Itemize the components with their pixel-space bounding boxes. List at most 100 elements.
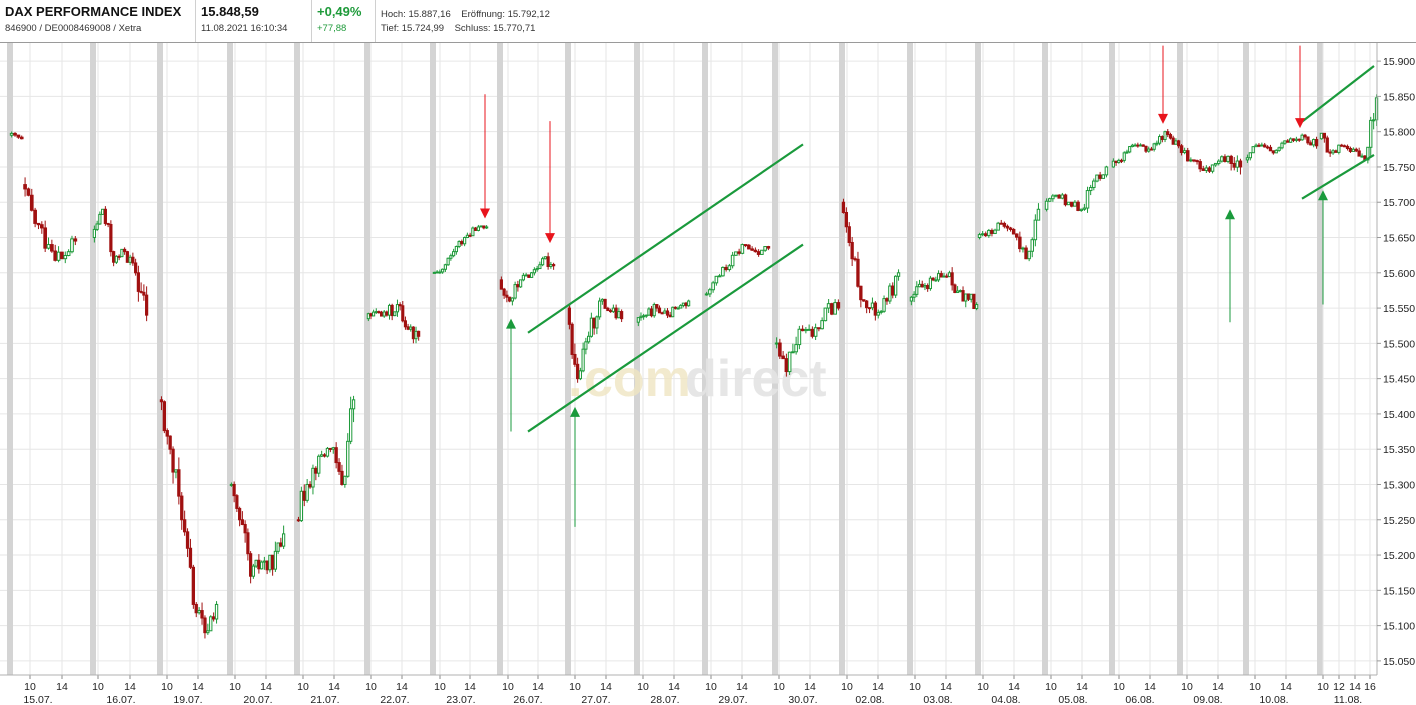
candle-body xyxy=(1082,207,1087,210)
session-band xyxy=(364,43,370,675)
close-label: Schluss: xyxy=(454,23,491,34)
session-band xyxy=(227,43,233,675)
candle-body xyxy=(1177,140,1181,147)
candle-body xyxy=(521,274,525,281)
candle-body xyxy=(756,251,761,255)
candle-body xyxy=(134,262,138,274)
candle-body xyxy=(1057,194,1061,199)
candle-body xyxy=(524,274,528,277)
candle-body xyxy=(1005,225,1010,229)
candle-body xyxy=(885,298,889,302)
candle-body xyxy=(1306,136,1310,144)
channel-mid-lower xyxy=(527,243,804,433)
candle-body xyxy=(112,251,116,263)
change-percent: +0,49% xyxy=(317,4,362,19)
y-tick-label: 15.300 xyxy=(1383,479,1415,491)
candle-body xyxy=(657,307,662,314)
candle-body xyxy=(70,238,74,253)
candle-body xyxy=(966,293,971,300)
candle-body xyxy=(573,353,577,365)
candle-body xyxy=(740,244,745,254)
x-day-label: 30.07. xyxy=(788,694,817,705)
candle-body xyxy=(760,249,764,255)
candle-body xyxy=(807,328,811,331)
candle-body xyxy=(660,312,664,315)
candle-body xyxy=(19,136,24,140)
candle-body xyxy=(380,311,384,317)
candle-body xyxy=(917,283,922,288)
candle-body xyxy=(1226,155,1230,162)
candle-body xyxy=(813,327,818,337)
session-band xyxy=(157,43,163,675)
candle-body xyxy=(432,271,436,274)
candle-body xyxy=(655,304,659,309)
candle-body xyxy=(145,294,149,316)
gridlines xyxy=(0,43,1377,675)
y-tick-label: 15.150 xyxy=(1383,585,1415,597)
x-tick-label: 14 xyxy=(532,681,544,693)
candle-body xyxy=(197,610,201,614)
candle-body xyxy=(830,303,834,315)
candle-body xyxy=(249,553,253,577)
price-chart[interactable]: . com direct 15.05015.10015.15015.20015.… xyxy=(0,43,1416,705)
candle-body xyxy=(1138,144,1143,147)
candle-body xyxy=(1319,132,1324,140)
session-band xyxy=(1177,43,1183,675)
x-tick-label: 10 xyxy=(229,681,241,693)
low-value: 15.724,99 xyxy=(401,23,445,34)
candle-body xyxy=(1060,194,1065,199)
x-day-label: 10.08. xyxy=(1259,694,1288,705)
candle-body xyxy=(1328,151,1332,154)
candle-body xyxy=(39,224,44,229)
x-tick-label: 14 xyxy=(1212,681,1224,693)
candle-body xyxy=(1128,146,1132,153)
candle-body xyxy=(687,300,691,307)
candle-body xyxy=(642,315,646,318)
candle-body xyxy=(13,132,17,136)
candle-body xyxy=(1217,160,1221,164)
x-axis: 10 14 10 14 10 14 10 14 10 14 10 14 10 14 10 14 10 14 10 14… xyxy=(0,674,1377,705)
candle-body xyxy=(117,255,121,258)
candle-body xyxy=(56,251,61,261)
candle-body xyxy=(647,308,651,316)
candle-body xyxy=(781,355,785,360)
candle-body xyxy=(1066,201,1071,206)
candle-body xyxy=(1101,174,1106,179)
candle-body xyxy=(915,286,919,295)
candle-body xyxy=(251,565,255,577)
candle-body xyxy=(1369,119,1373,148)
x-tick-label: 10 xyxy=(24,681,36,693)
candle-body xyxy=(382,311,386,317)
candle-body xyxy=(438,271,442,274)
candle-body xyxy=(1166,131,1170,136)
x-day-label: 19.07. xyxy=(173,694,202,705)
candle-body xyxy=(1171,137,1175,145)
candle-body xyxy=(1179,145,1184,154)
candle-body xyxy=(1195,160,1199,163)
candle-body xyxy=(717,275,722,278)
candle-body xyxy=(800,328,805,332)
y-tick-label: 15.750 xyxy=(1383,162,1415,174)
y-tick-label: 15.550 xyxy=(1383,303,1415,315)
candle-body xyxy=(567,307,571,325)
x-day-label: 06.08. xyxy=(1125,694,1154,705)
candle-body xyxy=(29,194,34,211)
candle-body xyxy=(331,447,335,450)
candle-body xyxy=(16,134,21,138)
x-tick-label: 10 xyxy=(1317,681,1329,693)
candle-body xyxy=(393,311,397,317)
candle-body xyxy=(1073,201,1077,207)
candle-body xyxy=(1229,155,1233,164)
candle-body xyxy=(993,229,997,234)
candle-body xyxy=(598,300,602,318)
candle-body xyxy=(867,307,872,310)
candle-body xyxy=(474,227,478,231)
candle-body xyxy=(465,234,469,239)
price-cell: 15.848,59 11.08.2021 16:10:34 xyxy=(196,0,312,42)
candle-body xyxy=(1130,144,1134,148)
candle-body xyxy=(912,293,916,298)
candle-body xyxy=(337,462,341,472)
candle-body xyxy=(969,293,973,300)
y-tick-label: 15.350 xyxy=(1383,444,1415,456)
candle-body xyxy=(1288,138,1293,143)
